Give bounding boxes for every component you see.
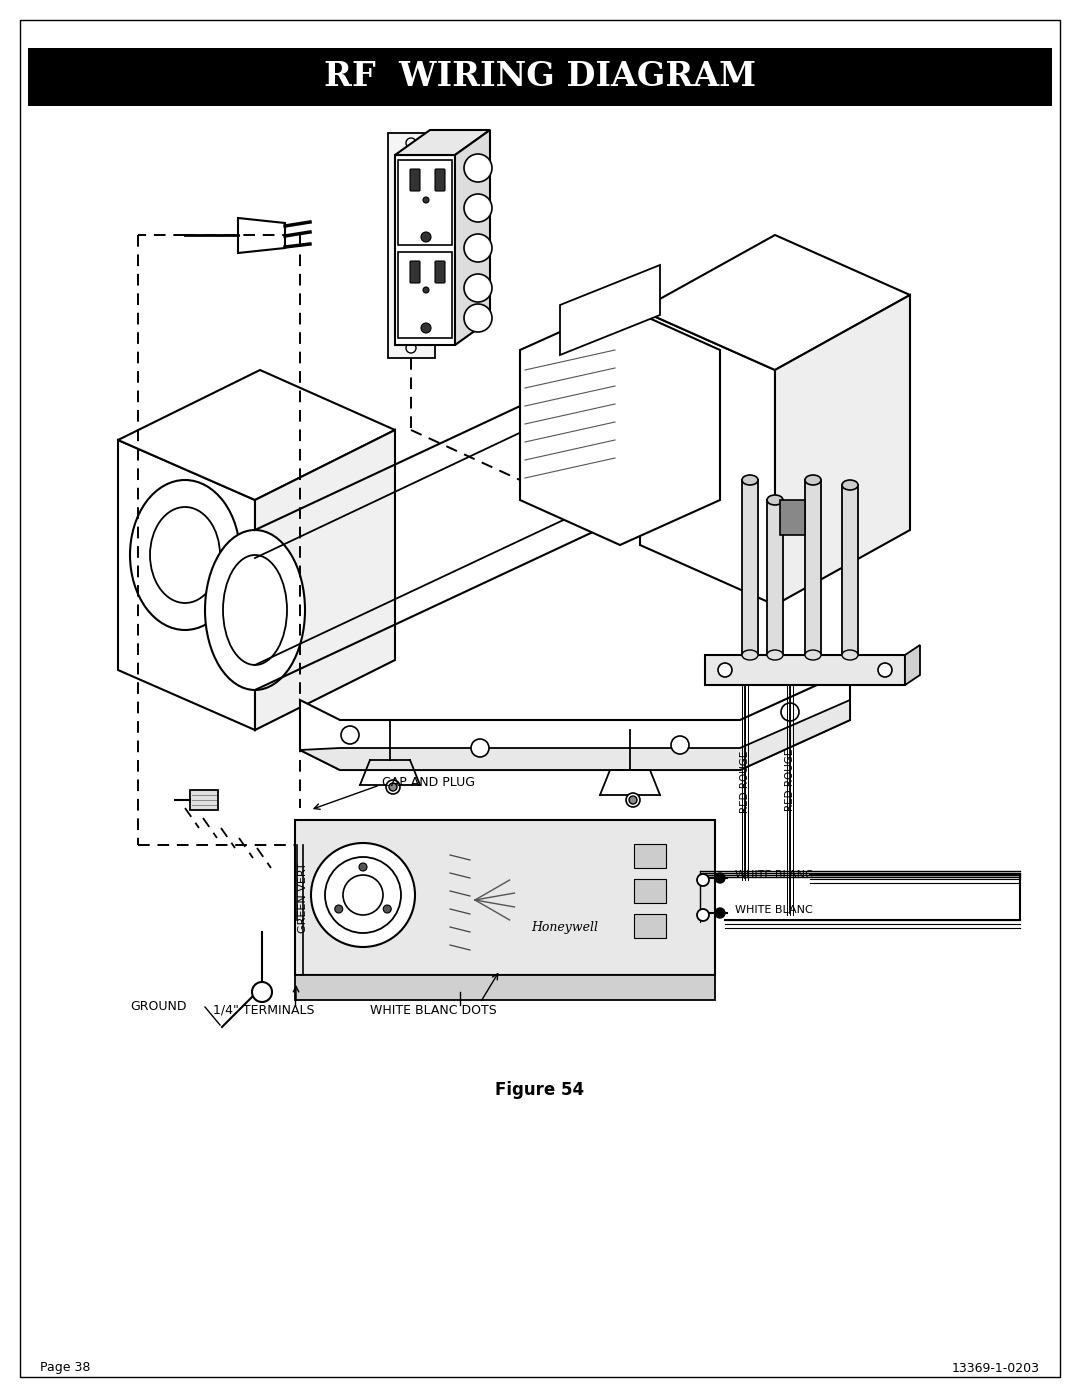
Circle shape	[697, 909, 708, 921]
Circle shape	[471, 739, 489, 757]
Text: WHITE BLANC: WHITE BLANC	[735, 870, 813, 880]
Ellipse shape	[805, 475, 821, 485]
Circle shape	[715, 873, 725, 883]
Text: GREEN VERT: GREEN VERT	[298, 863, 308, 933]
FancyBboxPatch shape	[410, 169, 420, 191]
Polygon shape	[455, 130, 490, 345]
Ellipse shape	[588, 348, 692, 511]
Polygon shape	[388, 133, 435, 358]
Circle shape	[464, 194, 492, 222]
Circle shape	[252, 982, 272, 1002]
Polygon shape	[238, 218, 285, 253]
Polygon shape	[118, 440, 255, 731]
FancyBboxPatch shape	[435, 261, 445, 284]
Circle shape	[464, 305, 492, 332]
Circle shape	[715, 908, 725, 918]
Polygon shape	[190, 789, 218, 810]
Text: RED ROUGE: RED ROUGE	[740, 750, 750, 813]
Polygon shape	[640, 310, 775, 605]
Circle shape	[421, 323, 431, 332]
Ellipse shape	[150, 507, 220, 604]
Circle shape	[325, 856, 401, 933]
Circle shape	[629, 796, 637, 805]
Polygon shape	[705, 655, 905, 685]
Ellipse shape	[842, 650, 858, 659]
Ellipse shape	[805, 650, 821, 659]
Circle shape	[423, 286, 429, 293]
Circle shape	[878, 664, 892, 678]
Polygon shape	[255, 430, 395, 731]
FancyBboxPatch shape	[295, 820, 715, 975]
Polygon shape	[767, 500, 783, 655]
FancyBboxPatch shape	[634, 879, 666, 902]
Circle shape	[406, 344, 416, 353]
Polygon shape	[561, 265, 660, 355]
Text: RF  WIRING DIAGRAM: RF WIRING DIAGRAM	[324, 60, 756, 94]
Text: Page 38: Page 38	[40, 1362, 91, 1375]
Polygon shape	[842, 485, 858, 655]
Circle shape	[343, 875, 383, 915]
Polygon shape	[300, 671, 850, 770]
Circle shape	[697, 875, 708, 886]
Text: 13369-1-0203: 13369-1-0203	[951, 1362, 1040, 1375]
Circle shape	[464, 274, 492, 302]
Circle shape	[383, 905, 391, 914]
FancyBboxPatch shape	[634, 844, 666, 868]
Ellipse shape	[130, 481, 240, 630]
Circle shape	[311, 842, 415, 947]
Circle shape	[464, 235, 492, 263]
Polygon shape	[742, 481, 758, 655]
Circle shape	[781, 703, 799, 721]
Circle shape	[389, 782, 397, 791]
Text: GROUND: GROUND	[130, 1000, 187, 1013]
Circle shape	[335, 905, 342, 914]
Polygon shape	[775, 295, 910, 605]
Text: WHITE BLANC DOTS: WHITE BLANC DOTS	[370, 1003, 497, 1017]
Ellipse shape	[842, 481, 858, 490]
Circle shape	[359, 863, 367, 870]
FancyBboxPatch shape	[634, 914, 666, 937]
Circle shape	[671, 736, 689, 754]
Text: CAP AND PLUG: CAP AND PLUG	[382, 777, 475, 789]
Ellipse shape	[205, 529, 305, 690]
Polygon shape	[395, 155, 455, 345]
Text: Honeywell: Honeywell	[531, 922, 598, 935]
Circle shape	[341, 726, 359, 745]
Ellipse shape	[767, 650, 783, 659]
Ellipse shape	[742, 650, 758, 659]
Polygon shape	[780, 500, 805, 535]
Circle shape	[423, 197, 429, 203]
Ellipse shape	[607, 374, 673, 486]
Circle shape	[421, 232, 431, 242]
Polygon shape	[395, 130, 490, 155]
Polygon shape	[118, 370, 395, 500]
Circle shape	[406, 138, 416, 148]
FancyBboxPatch shape	[435, 169, 445, 191]
Circle shape	[464, 154, 492, 182]
Text: Figure 54: Figure 54	[496, 1081, 584, 1099]
FancyBboxPatch shape	[28, 47, 1052, 106]
Polygon shape	[399, 161, 453, 244]
Text: WHITE BLANC: WHITE BLANC	[735, 905, 813, 915]
Circle shape	[386, 780, 400, 793]
Ellipse shape	[742, 475, 758, 485]
Circle shape	[718, 664, 732, 678]
Polygon shape	[399, 251, 453, 338]
Text: 1/4" TERMINALS: 1/4" TERMINALS	[213, 1003, 314, 1017]
Circle shape	[626, 793, 640, 807]
Polygon shape	[519, 305, 720, 545]
Polygon shape	[805, 481, 821, 655]
Polygon shape	[640, 235, 910, 370]
Ellipse shape	[767, 495, 783, 504]
Polygon shape	[295, 975, 715, 1000]
Ellipse shape	[222, 555, 287, 665]
Polygon shape	[300, 700, 850, 770]
Text: RED ROUGE: RED ROUGE	[785, 749, 795, 812]
FancyBboxPatch shape	[410, 261, 420, 284]
Polygon shape	[905, 645, 920, 685]
